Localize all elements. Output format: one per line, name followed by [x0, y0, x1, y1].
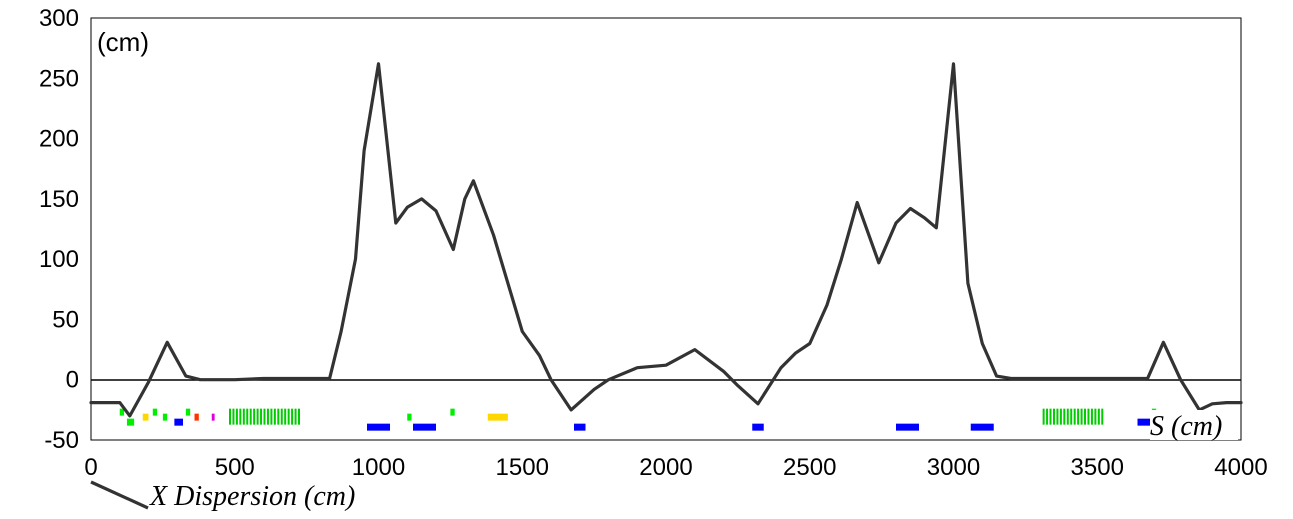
x-tick-label: 500 — [215, 454, 255, 481]
lattice-element — [246, 408, 249, 425]
lattice-element — [162, 413, 168, 421]
lattice-element — [1087, 408, 1090, 425]
lattice-element — [249, 408, 252, 425]
lattice-element — [263, 408, 266, 425]
y-tick-label: 0 — [66, 367, 79, 394]
lattice-element — [126, 418, 135, 426]
lattice-element — [407, 413, 412, 421]
plot-frame — [90, 17, 1242, 441]
lattice-element — [1094, 408, 1097, 425]
lattice-element — [1080, 408, 1083, 425]
lattice-element — [487, 413, 508, 421]
lattice-element — [1042, 408, 1045, 425]
lattice-element — [280, 408, 283, 425]
x-unit-label-box: S (cm) — [1150, 410, 1238, 442]
lattice-element — [1070, 408, 1073, 425]
lattice-element — [1059, 408, 1062, 425]
lattice-element — [1046, 408, 1049, 425]
lattice-element — [450, 408, 455, 416]
lattice-element — [1073, 408, 1076, 425]
lattice-element — [256, 408, 259, 425]
lattice-element — [277, 408, 280, 425]
lattice-element — [194, 413, 199, 421]
lattice-element — [896, 423, 919, 431]
lattice-element — [294, 408, 297, 425]
legend-series-label: X Dispersion (cm) — [149, 481, 355, 512]
lattice-element — [413, 423, 436, 431]
y-tick-label: 150 — [39, 186, 79, 213]
lattice-element — [970, 423, 994, 431]
x-tick-label: 0 — [84, 454, 97, 481]
lattice-element — [152, 408, 158, 416]
lattice-element — [291, 408, 294, 425]
lattice-element — [1101, 408, 1104, 425]
y-tick-label: -50 — [44, 427, 79, 454]
x-axis-ticks: 0 500 1000 1500 2000 2500 3000 3500 4000 — [84, 454, 1267, 481]
lattice-element — [1084, 408, 1087, 425]
lattice-element — [298, 408, 300, 425]
lattice-strip — [119, 408, 1157, 431]
lattice-element — [242, 408, 245, 425]
lattice-element — [253, 408, 256, 425]
lattice-element — [229, 408, 231, 425]
lattice-element — [273, 408, 276, 425]
lattice-element — [367, 423, 390, 431]
lattice-element — [1077, 408, 1080, 425]
x-tick-label: 3000 — [927, 454, 980, 481]
lattice-element — [142, 413, 149, 421]
y-tick-label: 200 — [39, 126, 79, 153]
x-tick-label: 1500 — [496, 454, 549, 481]
x-tick-label: 4000 — [1214, 454, 1267, 481]
dispersion-series-line — [89, 62, 1243, 418]
lattice-element — [1049, 408, 1052, 425]
lattice-element — [284, 408, 287, 425]
lattice-element — [232, 408, 235, 425]
lattice-element — [1056, 408, 1059, 425]
legend-line-swatch — [90, 480, 149, 510]
lattice-element — [1063, 408, 1066, 425]
lattice-element — [287, 408, 290, 425]
lattice-element — [1097, 408, 1100, 425]
lattice-element — [1052, 408, 1055, 425]
y-tick-label: 50 — [52, 306, 79, 333]
x-unit-label: S (cm) — [1150, 411, 1222, 442]
x-tick-label: 1000 — [352, 454, 405, 481]
x-tick-label: 3500 — [1071, 454, 1124, 481]
lattice-element — [266, 408, 269, 425]
lattice-element — [239, 408, 242, 425]
lattice-element — [270, 408, 273, 425]
x-tick-label: 2500 — [783, 454, 836, 481]
y-tick-label: 250 — [39, 65, 79, 92]
lattice-element — [1090, 408, 1093, 425]
lattice-element — [574, 423, 586, 431]
lattice-element — [235, 408, 238, 425]
lattice-element — [260, 408, 263, 425]
lattice-element — [174, 418, 183, 426]
lattice-element — [1137, 418, 1152, 426]
lattice-element — [119, 408, 125, 416]
lattice-element — [211, 413, 215, 421]
y-axis-ticks: 300 250 200 150 100 50 0 -50 — [39, 5, 79, 454]
lattice-element — [185, 408, 191, 416]
y-tick-label: 300 — [39, 5, 79, 32]
x-tick-label: 2000 — [639, 454, 692, 481]
lattice-element — [1066, 408, 1069, 425]
y-tick-label: 100 — [39, 246, 79, 273]
lattice-element — [752, 423, 764, 431]
y-unit-label: (cm) — [97, 27, 149, 57]
